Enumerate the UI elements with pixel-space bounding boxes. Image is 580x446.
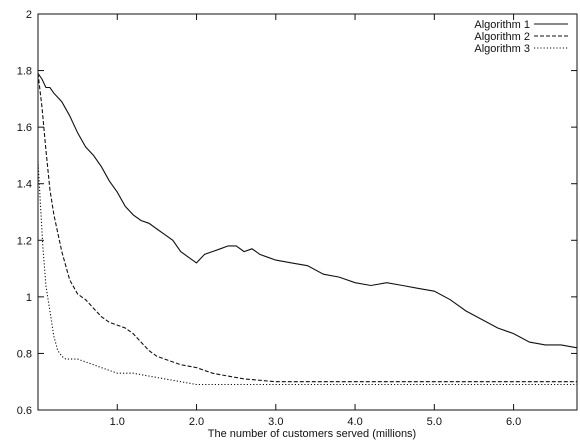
series-line-algorithm-1 bbox=[37, 73, 578, 349]
legend-label-algorithm-1: Algorithm 1 bbox=[474, 19, 530, 31]
y-tick-label: 1.4 bbox=[17, 179, 32, 191]
x-axis-label: The number of customers served (millions… bbox=[208, 428, 416, 440]
series-line-algorithm-2 bbox=[37, 73, 577, 383]
x-tick-label: 4.0 bbox=[347, 416, 362, 428]
x-tick-label: 1.0 bbox=[110, 416, 125, 428]
series-lines bbox=[37, 73, 578, 386]
series-line-algorithm-3 bbox=[37, 161, 577, 386]
axes: 0.6 0.8 1 1.2 1.4 1.6 1.8 2 1.0 2.0 3.0 4.0 5.0 6.0 bbox=[17, 9, 578, 428]
plot-frame bbox=[37, 13, 578, 411]
y-tick-label: 1.2 bbox=[17, 235, 32, 247]
y-tick-label: 1.6 bbox=[17, 122, 32, 134]
legend-label-algorithm-3: Algorithm 3 bbox=[474, 43, 530, 55]
y-tick-label: 1 bbox=[26, 292, 32, 304]
x-tick-label: 5.0 bbox=[427, 416, 442, 428]
y-tick-label: 0.8 bbox=[17, 348, 32, 360]
legend-label-algorithm-2: Algorithm 2 bbox=[474, 31, 530, 43]
y-tick-label: 1.8 bbox=[17, 66, 32, 78]
x-tick-label: 6.0 bbox=[506, 416, 521, 428]
x-tick-label: 3.0 bbox=[268, 416, 283, 428]
y-tick-label: 0.6 bbox=[17, 405, 32, 417]
x-tick-label: 2.0 bbox=[189, 416, 204, 428]
y-tick-label: 2 bbox=[26, 9, 32, 21]
